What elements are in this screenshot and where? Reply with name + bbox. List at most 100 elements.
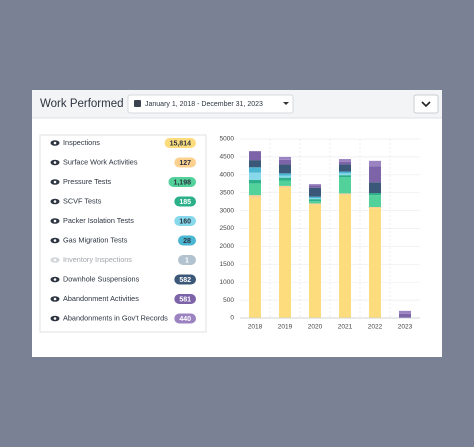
bar-segment: [249, 198, 261, 318]
x-tick-label: 2023: [398, 324, 413, 331]
bar-segment: [339, 173, 351, 176]
y-tick-label: 500: [223, 297, 234, 304]
bar-segment: [339, 164, 351, 172]
collapse-button[interactable]: [413, 94, 439, 114]
y-tick-label: 3000: [220, 207, 235, 214]
eye-pupil: [53, 141, 57, 145]
date-picker[interactable]: [127, 94, 294, 114]
x-tick-label: 2022: [368, 324, 383, 331]
bar-segment: [309, 185, 321, 188]
series-name: Abandonment Activities: [63, 294, 139, 303]
y-tick-label: 5000: [220, 136, 235, 143]
legend-row[interactable]: Downhole Suspensions 582: [50, 274, 197, 285]
series-name: Surface Work Activities: [63, 157, 138, 166]
eye-icon: [50, 257, 60, 263]
series-total: 127: [179, 160, 191, 167]
bar-segment: [279, 159, 291, 165]
bar-segment: [279, 185, 291, 189]
legend-row[interactable]: Packer Isolation Tests 160: [50, 216, 197, 226]
bar-segment: [339, 161, 351, 165]
total-badge: [178, 255, 196, 265]
series-total: 582: [179, 277, 191, 284]
legend-row[interactable]: Surface Work Activities 127: [50, 157, 197, 168]
eye-pupil: [53, 278, 57, 281]
bar-segment: [279, 180, 291, 186]
bar-segment: [249, 195, 261, 199]
bar-segment: [249, 167, 261, 173]
bar-segment: [369, 166, 381, 183]
dropdown-caret: [283, 102, 289, 105]
series-name: Pressure Tests: [63, 177, 111, 186]
eye-pupil: [53, 297, 57, 301]
eye-pupil: [53, 258, 57, 262]
bar-segment: [369, 208, 381, 318]
eye-pupil: [53, 239, 57, 242]
y-tick-label: 4500: [220, 154, 235, 161]
bar-segment: [279, 177, 291, 181]
series-total: 581: [179, 296, 191, 303]
series-total: 440: [179, 316, 191, 323]
total-badge: [174, 313, 196, 324]
series-total: 28: [183, 238, 191, 245]
bar-segment: [399, 310, 411, 314]
series-name: Packer Isolation Tests: [63, 216, 134, 225]
bar-segment: [249, 160, 261, 168]
series-name: Inventory Inspections: [63, 255, 132, 264]
bar-segment: [339, 159, 351, 162]
x-tick-label: 2020: [308, 324, 323, 331]
eye-pupil: [53, 180, 57, 184]
bar-segment: [309, 201, 321, 204]
legend-row[interactable]: SCVF Tests 185: [50, 196, 197, 207]
series-name: Gas Migration Tests: [63, 235, 128, 244]
chevron: [421, 101, 431, 108]
x-tick-label: 2019: [278, 324, 293, 331]
bar-segment: [339, 171, 351, 174]
series-total: 1,198: [173, 179, 191, 186]
bar-segment: [339, 194, 351, 318]
y-tick-label: 4000: [220, 172, 235, 179]
total-badge: [174, 157, 196, 168]
series-total: 185: [179, 199, 191, 206]
y-tick-label: 0: [230, 315, 234, 322]
x-tick-label: 2018: [248, 324, 263, 331]
bar-segment: [279, 156, 291, 160]
bar-segment: [309, 203, 321, 205]
bar-segment: [369, 182, 381, 194]
bar-segment: [369, 207, 381, 209]
series-total: 160: [179, 218, 191, 225]
bar-segment: [369, 195, 381, 208]
bar-segment: [309, 196, 321, 199]
total-badge: [178, 235, 196, 246]
series-total: 1: [185, 257, 189, 264]
y-tick-label: 1500: [220, 261, 235, 268]
y-tick-label: 3500: [220, 189, 235, 196]
calendar-icon: [134, 100, 141, 107]
bar-segment: [309, 204, 321, 318]
legend-row[interactable]: Gas Migration Tests 28: [50, 235, 197, 246]
total-badge: [174, 216, 196, 226]
bar-segment: [399, 313, 411, 318]
legend-row[interactable]: Inventory Inspections 1: [50, 255, 197, 265]
legend-row[interactable]: Inspections 15,814: [50, 138, 197, 148]
total-badge: [168, 177, 196, 187]
bar-segment: [279, 173, 291, 176]
bar-segment: [309, 187, 321, 197]
bar-segment: [279, 188, 291, 318]
bar-segment: [279, 175, 291, 178]
legend-row[interactable]: Abandonments in Gov't Records 440: [50, 313, 197, 324]
bar-segment: [309, 198, 321, 200]
bar-segment: [339, 175, 351, 178]
legend-row[interactable]: Pressure Tests 1,198: [50, 177, 197, 187]
series-name: SCVF Tests: [63, 196, 102, 205]
bar-segment: [309, 199, 321, 202]
eye-pupil: [53, 219, 57, 223]
y-tick-label: 2000: [220, 243, 235, 250]
legend-row[interactable]: Abandonment Activities 581: [50, 294, 197, 304]
bar-segment: [249, 172, 261, 180]
series-name: Downhole Suspensions: [63, 274, 140, 283]
total-badge: [174, 294, 196, 304]
series-total: 15,814: [170, 140, 192, 147]
bar-segment: [369, 193, 381, 196]
